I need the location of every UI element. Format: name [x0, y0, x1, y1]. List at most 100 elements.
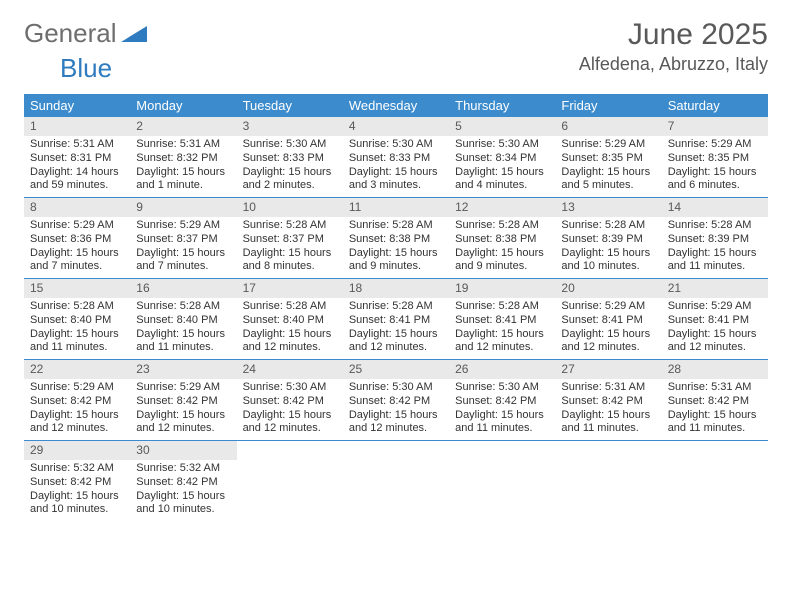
- calendar-cell: 17Sunrise: 5:28 AMSunset: 8:40 PMDayligh…: [237, 279, 343, 359]
- day-info: Sunrise: 5:28 AMSunset: 8:40 PMDaylight:…: [237, 298, 343, 359]
- sunset-text: Sunset: 8:42 PM: [136, 476, 230, 490]
- calendar-cell: 9Sunrise: 5:29 AMSunset: 8:37 PMDaylight…: [130, 198, 236, 278]
- day-header: Thursday: [449, 94, 555, 117]
- calendar-cell: 8Sunrise: 5:29 AMSunset: 8:36 PMDaylight…: [24, 198, 130, 278]
- sunrise-text: Sunrise: 5:31 AM: [668, 381, 762, 395]
- sunset-text: Sunset: 8:40 PM: [30, 314, 124, 328]
- day-number: 29: [24, 441, 130, 460]
- day-info: Sunrise: 5:29 AMSunset: 8:36 PMDaylight:…: [24, 217, 130, 278]
- calendar-cell: 30Sunrise: 5:32 AMSunset: 8:42 PMDayligh…: [130, 441, 236, 521]
- logo-triangle-icon: [121, 18, 147, 49]
- day-info: Sunrise: 5:31 AMSunset: 8:32 PMDaylight:…: [130, 136, 236, 197]
- calendar: Sunday Monday Tuesday Wednesday Thursday…: [24, 94, 768, 521]
- calendar-cell: 2Sunrise: 5:31 AMSunset: 8:32 PMDaylight…: [130, 117, 236, 197]
- day-info: Sunrise: 5:30 AMSunset: 8:42 PMDaylight:…: [343, 379, 449, 440]
- calendar-cell: 20Sunrise: 5:29 AMSunset: 8:41 PMDayligh…: [555, 279, 661, 359]
- sunset-text: Sunset: 8:33 PM: [243, 152, 337, 166]
- daylight-text: Daylight: 15 hours and 10 minutes.: [561, 247, 655, 275]
- day-info: Sunrise: 5:30 AMSunset: 8:42 PMDaylight:…: [449, 379, 555, 440]
- day-number: 3: [237, 117, 343, 136]
- sunset-text: Sunset: 8:41 PM: [349, 314, 443, 328]
- calendar-week: 15Sunrise: 5:28 AMSunset: 8:40 PMDayligh…: [24, 279, 768, 360]
- calendar-cell: 5Sunrise: 5:30 AMSunset: 8:34 PMDaylight…: [449, 117, 555, 197]
- sunset-text: Sunset: 8:41 PM: [668, 314, 762, 328]
- calendar-cell: 15Sunrise: 5:28 AMSunset: 8:40 PMDayligh…: [24, 279, 130, 359]
- daylight-text: Daylight: 15 hours and 12 minutes.: [136, 409, 230, 437]
- sunrise-text: Sunrise: 5:28 AM: [349, 300, 443, 314]
- calendar-week: 8Sunrise: 5:29 AMSunset: 8:36 PMDaylight…: [24, 198, 768, 279]
- sunset-text: Sunset: 8:42 PM: [455, 395, 549, 409]
- sunrise-text: Sunrise: 5:28 AM: [136, 300, 230, 314]
- sunset-text: Sunset: 8:32 PM: [136, 152, 230, 166]
- day-number: 19: [449, 279, 555, 298]
- day-header: Saturday: [662, 94, 768, 117]
- day-number: 7: [662, 117, 768, 136]
- sunset-text: Sunset: 8:40 PM: [136, 314, 230, 328]
- day-info: Sunrise: 5:30 AMSunset: 8:34 PMDaylight:…: [449, 136, 555, 197]
- calendar-cell: 14Sunrise: 5:28 AMSunset: 8:39 PMDayligh…: [662, 198, 768, 278]
- calendar-cell: 4Sunrise: 5:30 AMSunset: 8:33 PMDaylight…: [343, 117, 449, 197]
- daylight-text: Daylight: 15 hours and 12 minutes.: [349, 409, 443, 437]
- sunset-text: Sunset: 8:42 PM: [136, 395, 230, 409]
- sunset-text: Sunset: 8:35 PM: [668, 152, 762, 166]
- day-info: Sunrise: 5:31 AMSunset: 8:31 PMDaylight:…: [24, 136, 130, 197]
- sunset-text: Sunset: 8:34 PM: [455, 152, 549, 166]
- calendar-cell: 18Sunrise: 5:28 AMSunset: 8:41 PMDayligh…: [343, 279, 449, 359]
- day-info: Sunrise: 5:28 AMSunset: 8:41 PMDaylight:…: [449, 298, 555, 359]
- calendar-week: 1Sunrise: 5:31 AMSunset: 8:31 PMDaylight…: [24, 117, 768, 198]
- day-number: 30: [130, 441, 236, 460]
- day-info: Sunrise: 5:28 AMSunset: 8:40 PMDaylight:…: [24, 298, 130, 359]
- day-header: Monday: [130, 94, 236, 117]
- sunset-text: Sunset: 8:39 PM: [561, 233, 655, 247]
- sunrise-text: Sunrise: 5:29 AM: [136, 381, 230, 395]
- day-number: 11: [343, 198, 449, 217]
- day-info: Sunrise: 5:31 AMSunset: 8:42 PMDaylight:…: [662, 379, 768, 440]
- daylight-text: Daylight: 15 hours and 7 minutes.: [136, 247, 230, 275]
- sunrise-text: Sunrise: 5:30 AM: [349, 138, 443, 152]
- calendar-weeks: 1Sunrise: 5:31 AMSunset: 8:31 PMDaylight…: [24, 117, 768, 521]
- day-info: Sunrise: 5:29 AMSunset: 8:35 PMDaylight:…: [662, 136, 768, 197]
- day-number: 21: [662, 279, 768, 298]
- sunrise-text: Sunrise: 5:28 AM: [243, 300, 337, 314]
- daylight-text: Daylight: 15 hours and 3 minutes.: [349, 166, 443, 194]
- sunset-text: Sunset: 8:42 PM: [668, 395, 762, 409]
- day-number: 16: [130, 279, 236, 298]
- sunrise-text: Sunrise: 5:30 AM: [455, 381, 549, 395]
- sunrise-text: Sunrise: 5:29 AM: [668, 138, 762, 152]
- calendar-cell: [343, 441, 449, 521]
- sunrise-text: Sunrise: 5:29 AM: [561, 138, 655, 152]
- calendar-cell: 3Sunrise: 5:30 AMSunset: 8:33 PMDaylight…: [237, 117, 343, 197]
- sunrise-text: Sunrise: 5:28 AM: [561, 219, 655, 233]
- sunrise-text: Sunrise: 5:29 AM: [561, 300, 655, 314]
- calendar-cell: 28Sunrise: 5:31 AMSunset: 8:42 PMDayligh…: [662, 360, 768, 440]
- day-info: Sunrise: 5:28 AMSunset: 8:39 PMDaylight:…: [662, 217, 768, 278]
- daylight-text: Daylight: 15 hours and 12 minutes.: [561, 328, 655, 356]
- daylight-text: Daylight: 15 hours and 4 minutes.: [455, 166, 549, 194]
- day-number: 1: [24, 117, 130, 136]
- sunset-text: Sunset: 8:38 PM: [349, 233, 443, 247]
- day-number: 17: [237, 279, 343, 298]
- daylight-text: Daylight: 15 hours and 9 minutes.: [455, 247, 549, 275]
- day-number: 9: [130, 198, 236, 217]
- day-info: Sunrise: 5:28 AMSunset: 8:39 PMDaylight:…: [555, 217, 661, 278]
- daylight-text: Daylight: 15 hours and 11 minutes.: [561, 409, 655, 437]
- day-info: Sunrise: 5:28 AMSunset: 8:40 PMDaylight:…: [130, 298, 236, 359]
- calendar-cell: 11Sunrise: 5:28 AMSunset: 8:38 PMDayligh…: [343, 198, 449, 278]
- day-info: Sunrise: 5:30 AMSunset: 8:33 PMDaylight:…: [237, 136, 343, 197]
- day-number: 20: [555, 279, 661, 298]
- day-number: 22: [24, 360, 130, 379]
- day-info: Sunrise: 5:28 AMSunset: 8:41 PMDaylight:…: [343, 298, 449, 359]
- daylight-text: Daylight: 15 hours and 11 minutes.: [455, 409, 549, 437]
- daylight-text: Daylight: 15 hours and 12 minutes.: [243, 328, 337, 356]
- sunrise-text: Sunrise: 5:29 AM: [30, 219, 124, 233]
- sunset-text: Sunset: 8:42 PM: [30, 395, 124, 409]
- daylight-text: Daylight: 15 hours and 7 minutes.: [30, 247, 124, 275]
- day-number: 5: [449, 117, 555, 136]
- daylight-text: Daylight: 15 hours and 12 minutes.: [349, 328, 443, 356]
- sunrise-text: Sunrise: 5:32 AM: [136, 462, 230, 476]
- day-info: Sunrise: 5:28 AMSunset: 8:38 PMDaylight:…: [449, 217, 555, 278]
- calendar-cell: 23Sunrise: 5:29 AMSunset: 8:42 PMDayligh…: [130, 360, 236, 440]
- sunset-text: Sunset: 8:42 PM: [349, 395, 443, 409]
- day-info: Sunrise: 5:29 AMSunset: 8:41 PMDaylight:…: [555, 298, 661, 359]
- sunrise-text: Sunrise: 5:30 AM: [243, 138, 337, 152]
